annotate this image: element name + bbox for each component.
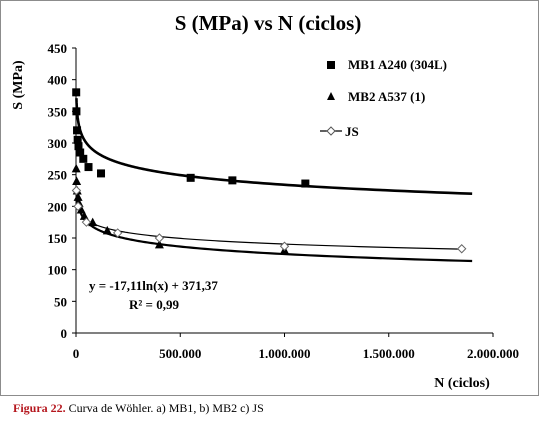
marker-square — [301, 179, 310, 188]
y-tick-label: 50 — [54, 294, 67, 309]
y-tick-label: 150 — [48, 231, 68, 246]
chart: S (MPa) vs N (ciclos) S (MPa) N (ciclos)… — [11, 11, 520, 391]
marker-diamond — [457, 244, 467, 254]
figure-caption: Figura 22. Curva de Wöhler. a) MB1, b) M… — [13, 401, 264, 416]
trend-r-squared: R² = 0,99 — [129, 297, 179, 312]
marker-square — [84, 163, 93, 172]
marker-square — [186, 173, 195, 182]
marker-triangle — [76, 205, 86, 214]
legend-label-js: JS — [345, 124, 359, 139]
y-tick-label: 0 — [61, 326, 68, 341]
marker-triangle — [102, 225, 112, 235]
trend-line-0 — [75, 98, 473, 196]
marker-diamond — [279, 241, 290, 251]
x-tick-label: 500.000 — [159, 346, 201, 361]
marker-square — [228, 176, 237, 185]
marker-triangle — [154, 239, 164, 249]
marker-triangle — [88, 217, 98, 227]
y-tick-label: 450 — [48, 41, 68, 56]
marker-triangle — [71, 163, 81, 173]
x-tick-label: 2.000.000 — [467, 346, 519, 361]
caption-text: Curva de Wöhler. a) MB1, b) MB2 c) JS — [65, 401, 264, 415]
legend: MB1 A240 (304L) MB2 A537 (1) JS — [320, 57, 447, 139]
marker-diamond — [81, 217, 92, 227]
marker-square — [79, 154, 88, 163]
marker-diamond — [112, 228, 123, 238]
x-axis-label: N (ciclos) — [434, 376, 490, 391]
trend-lines — [75, 98, 473, 263]
data-markers — [71, 88, 467, 255]
marker-square — [72, 88, 81, 97]
legend-marker-js — [326, 126, 336, 136]
marker-square — [74, 142, 83, 151]
y-tick-label: 250 — [48, 168, 68, 183]
legend-marker-mb2 — [327, 92, 335, 100]
y-tick-label: 300 — [48, 136, 68, 151]
marker-square — [97, 169, 106, 178]
x-tick-label: 0 — [73, 346, 80, 361]
marker-triangle — [72, 176, 82, 185]
x-tick-label: 1.500.000 — [363, 346, 415, 361]
x-tick-label: 1.000.000 — [259, 346, 311, 361]
marker-diamond — [73, 201, 83, 212]
marker-triangle — [73, 192, 83, 201]
trend-equation: y = -17,11ln(x) + 371,37 — [89, 278, 218, 293]
marker-diamond — [154, 233, 165, 243]
caption-label: Figura 22. — [13, 401, 66, 415]
y-axis-label: S (MPa) — [11, 60, 26, 110]
marker-diamond — [71, 185, 82, 196]
trend-line-1 — [75, 186, 473, 263]
legend-label-mb2: MB2 A537 (1) — [348, 89, 425, 104]
y-tick-label: 400 — [48, 73, 68, 88]
marker-square — [73, 126, 82, 135]
y-tick-label: 350 — [48, 104, 68, 119]
marker-square — [72, 107, 81, 116]
legend-marker-mb1 — [327, 61, 335, 69]
y-tick-label: 100 — [48, 263, 68, 278]
marker-square — [73, 135, 82, 144]
chart-title: S (MPa) vs N (ciclos) — [175, 11, 362, 35]
marker-square — [76, 148, 85, 157]
axes: 0 50 100 150 200 250 300 350 400 450 0 500.000 1.000… — [48, 41, 520, 361]
figure-frame — [0, 0, 539, 396]
y-tick-label: 200 — [48, 199, 68, 214]
legend-label-mb1: MB1 A240 (304L) — [348, 57, 447, 72]
